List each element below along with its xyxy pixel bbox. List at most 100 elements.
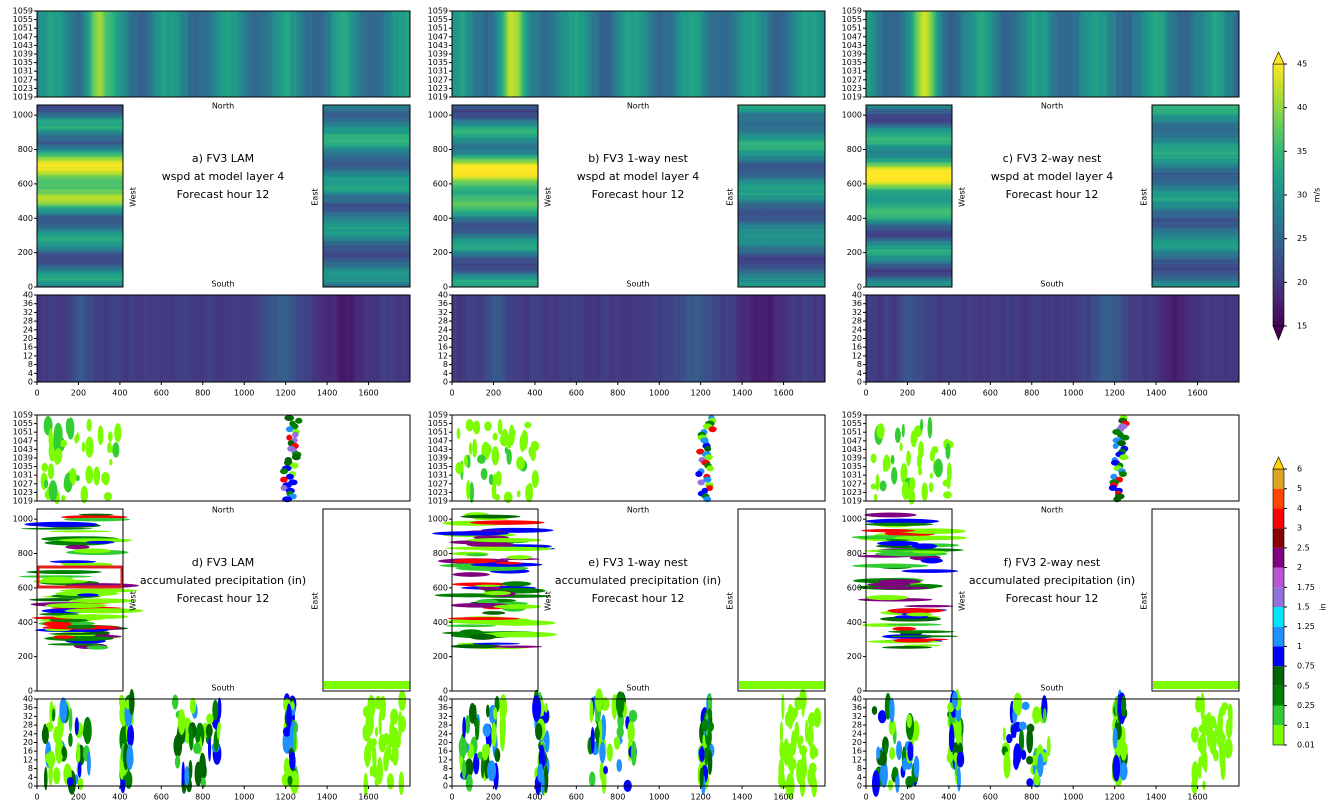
colorbar: 15202530354045m/s	[1273, 52, 1322, 340]
x-tick-label: 1600	[1187, 793, 1207, 802]
precip-cell	[93, 466, 100, 485]
y-tick-label: 12	[852, 755, 862, 764]
y-tick-label: 1031	[842, 471, 862, 480]
x-tick-label: 1000	[1063, 389, 1083, 398]
y-tick-label: 16	[438, 747, 448, 756]
precip-cell	[85, 466, 93, 484]
field-image	[866, 11, 1239, 97]
y-tick-label: 32	[852, 712, 862, 721]
y-tick-label: 200	[18, 248, 33, 257]
precip-cell	[1113, 443, 1119, 449]
precip-cell	[387, 744, 390, 755]
colorbar-tick-label: 1	[1297, 642, 1302, 651]
y-tick-label: 1051	[428, 428, 448, 437]
precip-cell	[631, 741, 637, 766]
y-tick-label: 1019	[13, 93, 33, 102]
precip-cell	[172, 695, 178, 710]
panel-title: Forecast hour 12	[592, 188, 685, 201]
north-label: North	[627, 506, 649, 515]
x-tick-label: 0	[449, 389, 454, 398]
precip-cell	[482, 611, 505, 615]
precip-cell	[1209, 730, 1216, 755]
y-tick-label: 1031	[428, 67, 448, 76]
x-tick-label: 0	[863, 793, 868, 802]
precip-cell	[913, 722, 918, 731]
precip-cell	[375, 727, 378, 737]
panel: 1019102310271031103510391043104710511055…	[842, 7, 1239, 398]
precip-cell	[1034, 774, 1040, 785]
precip-cell	[517, 490, 521, 497]
precip-cell	[545, 730, 550, 753]
y-tick-label: 200	[433, 652, 448, 661]
y-tick-label: 600	[433, 583, 448, 592]
x-tick-label: 600	[154, 793, 169, 802]
precip-cell	[469, 703, 476, 724]
precip-cell	[399, 716, 407, 732]
precip-cell	[280, 477, 288, 483]
precip-cell	[892, 627, 916, 631]
north-label: North	[212, 506, 234, 515]
precip-cell	[69, 468, 76, 484]
precip-cell	[178, 709, 185, 735]
y-tick-label: 1047	[428, 436, 448, 445]
precip-cell	[1021, 750, 1026, 760]
north-label: North	[1041, 506, 1063, 515]
precip-cell	[589, 771, 596, 786]
y-tick-label: 1035	[842, 462, 862, 471]
precip-cell	[493, 604, 541, 609]
precip-cell	[287, 707, 292, 722]
precip-cell	[896, 741, 902, 761]
field-image	[452, 105, 538, 287]
precip-cell	[387, 773, 394, 789]
colorbar-tick-label: 45	[1297, 60, 1307, 69]
precip-cell	[957, 767, 961, 792]
precip-cell	[535, 723, 542, 740]
precip-cell	[531, 441, 540, 452]
precip-cell	[280, 468, 288, 474]
precip-cell	[466, 774, 473, 792]
colorbar-bin	[1273, 587, 1284, 607]
axes-frame	[323, 509, 410, 691]
precip-cell	[460, 629, 483, 634]
precip-cell	[495, 471, 502, 486]
precip-cell	[947, 752, 954, 764]
precip-cell	[907, 714, 912, 728]
precip-cell	[52, 709, 55, 722]
precip-cell	[617, 726, 624, 738]
precip-cell	[805, 720, 808, 743]
precip-cell	[42, 726, 49, 744]
x-tick-label: 0	[34, 793, 39, 802]
colorbar-bin	[1273, 607, 1284, 627]
y-tick-label: 0	[857, 378, 862, 387]
y-tick-label: 1035	[842, 58, 862, 67]
precip-cell	[289, 752, 295, 771]
precip-cell	[432, 531, 509, 535]
y-tick-label: 1031	[13, 67, 33, 76]
y-tick-label: 800	[847, 145, 862, 154]
precip-cell	[469, 442, 472, 455]
precip-cell	[902, 424, 905, 438]
y-tick-label: 12	[438, 351, 448, 360]
precip-cell	[537, 764, 544, 783]
y-tick-label: 1031	[13, 471, 33, 480]
south-label: South	[626, 280, 649, 289]
y-tick-label: 36	[23, 703, 33, 712]
precip-cell	[912, 551, 947, 554]
colorbar-bin	[1273, 686, 1284, 706]
precip-cell	[1119, 454, 1128, 460]
y-tick-label: 1055	[13, 15, 33, 24]
x-tick-label: 800	[195, 793, 210, 802]
y-tick-label: 1035	[428, 58, 448, 67]
precip-cell	[739, 681, 825, 689]
y-tick-label: 1027	[13, 75, 33, 84]
precip-cell	[906, 613, 933, 617]
precip-cell	[500, 434, 508, 445]
precip-cell	[527, 483, 532, 494]
precip-cell	[901, 569, 958, 573]
precip-cell	[778, 758, 784, 780]
y-tick-label: 1035	[428, 462, 448, 471]
x-tick-label: 200	[71, 389, 86, 398]
precip-cell	[175, 755, 180, 768]
precip-cell	[918, 441, 924, 459]
precip-cell	[894, 536, 968, 541]
